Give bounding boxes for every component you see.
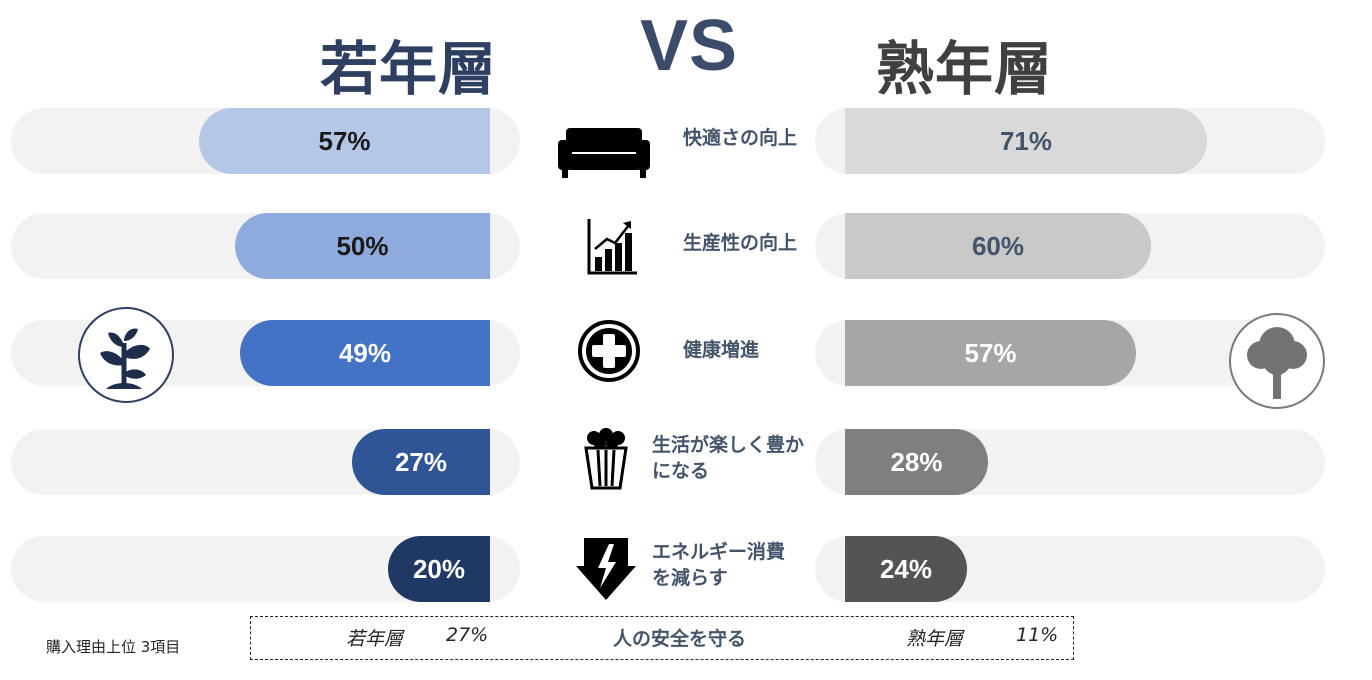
growth-chart-icon [587, 217, 639, 279]
energy-bolt-icon [576, 536, 636, 604]
vs-title: VS [640, 6, 739, 86]
senior-bar-label: 71% [999, 125, 1053, 156]
young-bar: 50% [235, 213, 490, 279]
young-bar: 20% [388, 536, 490, 602]
footer-item-label: 人の安全を守る [613, 628, 747, 650]
young-bar-label: 57% [318, 125, 371, 156]
category-label: 生産性の向上 [683, 232, 798, 254]
young-bar: 57% [199, 108, 490, 174]
senior-bar: 24% [845, 536, 967, 602]
footer-senior-label: 熟年層 [906, 628, 964, 650]
senior-bar: 57% [845, 320, 1136, 386]
category-label: 健康増進 [683, 339, 760, 361]
category-label: エネルギー消費 を減らす [652, 541, 786, 589]
sofa-icon [556, 126, 652, 182]
senior-bar: 71% [845, 108, 1207, 174]
footer-young-value: 27% [446, 624, 489, 646]
footer-box [250, 616, 1074, 660]
senior-bar-label: 24% [879, 553, 933, 584]
young-bar-label: 50% [336, 230, 389, 261]
health-cross-icon [576, 318, 642, 388]
footer-young-label: 若年層 [346, 628, 404, 650]
senior-title: 熟年層 [876, 35, 1054, 103]
sprout-icon [78, 307, 174, 403]
popcorn-icon [582, 428, 630, 494]
senior-bar: 60% [845, 213, 1151, 279]
senior-bar-label: 57% [964, 337, 1017, 368]
category-label: 生活が楽しく豊か になる [652, 434, 805, 482]
young-bar-label: 49% [338, 337, 392, 368]
category-label: 快適さの向上 [683, 127, 798, 149]
young-bar: 27% [352, 429, 490, 495]
footer-senior-value: 11% [1016, 624, 1059, 646]
young-bar: 49% [240, 320, 490, 386]
young-bar-label: 20% [412, 553, 466, 584]
tree-icon [1229, 313, 1325, 409]
footer-note: 購入理由上位 3項目 [46, 638, 181, 656]
young-bar-label: 27% [394, 446, 448, 477]
young-title: 若年層 [320, 35, 498, 103]
senior-bar: 28% [845, 429, 988, 495]
senior-bar-label: 60% [971, 230, 1025, 261]
senior-bar-label: 28% [890, 446, 943, 477]
